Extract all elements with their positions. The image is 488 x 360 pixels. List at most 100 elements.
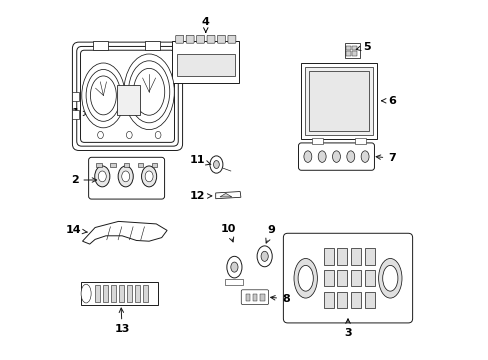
Bar (93, 41, 107, 50)
Text: 5: 5 (356, 42, 370, 52)
FancyBboxPatch shape (206, 35, 215, 43)
Bar (123, 163, 129, 167)
Bar (364, 270, 374, 286)
Bar (345, 46, 350, 50)
Bar (138, 163, 143, 167)
Ellipse shape (98, 171, 106, 182)
Text: 8: 8 (270, 294, 289, 304)
Polygon shape (82, 221, 167, 244)
Bar (323, 292, 333, 308)
Ellipse shape (382, 265, 397, 291)
Ellipse shape (346, 151, 354, 162)
Bar (245, 294, 250, 301)
Bar (126, 285, 132, 302)
Bar (350, 248, 361, 265)
Bar (225, 279, 243, 285)
Bar (142, 285, 147, 302)
Bar (81, 282, 158, 305)
FancyBboxPatch shape (81, 50, 174, 142)
Bar (337, 248, 347, 265)
Bar (305, 67, 373, 135)
Ellipse shape (213, 161, 219, 168)
Bar (337, 270, 347, 286)
Text: 2: 2 (71, 175, 97, 185)
Bar (364, 292, 374, 308)
Text: 6: 6 (381, 96, 395, 106)
Bar (111, 285, 116, 302)
Text: 3: 3 (344, 319, 351, 338)
FancyBboxPatch shape (227, 35, 235, 43)
FancyBboxPatch shape (186, 35, 194, 43)
Bar (351, 51, 356, 56)
Ellipse shape (126, 131, 132, 139)
Bar (72, 92, 79, 101)
Bar (345, 51, 350, 56)
Polygon shape (215, 192, 241, 199)
Ellipse shape (293, 258, 317, 298)
Text: 7: 7 (375, 153, 395, 163)
Ellipse shape (86, 69, 121, 121)
Bar (311, 138, 322, 144)
Bar (72, 110, 79, 119)
Bar (350, 270, 361, 286)
Ellipse shape (226, 256, 242, 278)
Bar (103, 285, 108, 302)
Polygon shape (220, 193, 231, 197)
Bar (337, 292, 347, 308)
Bar (301, 63, 376, 139)
Text: 13: 13 (114, 308, 129, 334)
Bar (95, 285, 100, 302)
Ellipse shape (378, 258, 401, 298)
Ellipse shape (118, 166, 133, 187)
Bar (109, 163, 115, 167)
Ellipse shape (90, 76, 116, 115)
Bar (323, 248, 333, 265)
Bar (323, 270, 333, 286)
Bar (96, 163, 102, 167)
Text: 14: 14 (65, 225, 87, 235)
Ellipse shape (81, 63, 125, 128)
Ellipse shape (95, 166, 110, 187)
Bar (309, 71, 368, 131)
Bar (177, 54, 234, 76)
FancyBboxPatch shape (88, 157, 164, 199)
Text: 12: 12 (189, 191, 211, 201)
FancyBboxPatch shape (77, 46, 178, 146)
FancyBboxPatch shape (175, 35, 183, 43)
Bar (134, 285, 140, 302)
Ellipse shape (209, 156, 223, 173)
Bar (355, 138, 366, 144)
Bar (350, 292, 361, 308)
Ellipse shape (141, 166, 156, 187)
Text: 9: 9 (265, 225, 275, 243)
Ellipse shape (155, 131, 161, 139)
FancyBboxPatch shape (298, 143, 374, 170)
Bar (119, 285, 123, 302)
Bar (145, 41, 160, 50)
Text: 4: 4 (202, 17, 209, 32)
Ellipse shape (98, 131, 103, 139)
FancyBboxPatch shape (217, 35, 225, 43)
Ellipse shape (81, 284, 91, 303)
Ellipse shape (298, 265, 313, 291)
Bar (151, 163, 157, 167)
Bar (351, 46, 356, 50)
Bar (364, 248, 374, 265)
Ellipse shape (230, 262, 238, 272)
Bar (260, 294, 264, 301)
Ellipse shape (128, 61, 169, 123)
Text: 10: 10 (220, 224, 236, 242)
Bar (252, 294, 257, 301)
Ellipse shape (133, 68, 164, 115)
Ellipse shape (318, 151, 325, 162)
FancyBboxPatch shape (196, 35, 204, 43)
Bar (344, 43, 359, 58)
Text: 11: 11 (189, 155, 210, 165)
Text: 1: 1 (71, 108, 87, 118)
Bar (172, 41, 239, 83)
Ellipse shape (332, 151, 340, 162)
FancyBboxPatch shape (283, 233, 412, 323)
Ellipse shape (122, 171, 129, 182)
Ellipse shape (123, 54, 174, 130)
Ellipse shape (261, 251, 268, 261)
